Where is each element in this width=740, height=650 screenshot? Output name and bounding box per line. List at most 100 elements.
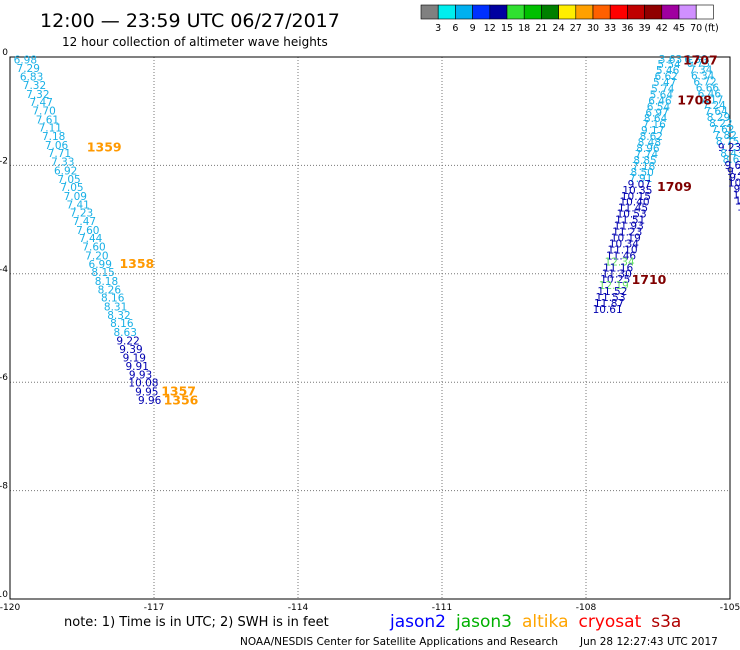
legend-swatch [523, 4, 542, 20]
wave-height-value: 10.25 [600, 274, 630, 286]
y-tick-label: -8 [0, 482, 8, 492]
wave-height-value: 7.47 [73, 216, 96, 228]
pass-time-label: 1357 [161, 383, 196, 398]
wave-height-value: 8.18 [95, 276, 118, 288]
credit-line: NOAA/NESDIS Center for Satellite Applica… [240, 636, 558, 648]
wave-height-value: 9.91 [126, 361, 149, 373]
wave-height-value: 12.34 [605, 256, 635, 268]
legend-swatch [420, 4, 439, 20]
wave-height-value: 9.36 [729, 172, 740, 184]
wave-height-value: 7.91 [629, 173, 652, 185]
color-scale-legend: 3 6 9 12 15 18 21 24 27 30 33 36 39 42 45 70 (ft) [420, 4, 719, 34]
legend-swatch [592, 4, 611, 20]
wave-height-value: 11.16 [603, 262, 633, 274]
legend-tick-label: 18 [518, 23, 530, 34]
wave-height-value: 8.96 [636, 143, 660, 155]
wave-height-value: 7.09 [64, 191, 87, 203]
wave-height-value: 9.95 [135, 386, 158, 398]
wave-height-value: 10.53 [617, 209, 647, 221]
map-subtitle: 12 hour collection of altimeter wave hei… [62, 35, 328, 49]
wave-height-value: 6.62 [654, 71, 677, 83]
wave-height-value: 7.33 [51, 157, 74, 169]
legend-swatch [661, 4, 680, 20]
wave-height-value: 5.64 [650, 89, 674, 101]
wave-height-value: 6.92 [54, 165, 77, 177]
wave-height-value: 10.34 [609, 238, 639, 250]
wave-height-value: 6.99 [89, 259, 112, 271]
y-tick-label: -4 [0, 265, 8, 275]
wave-height-value: 7.29 [17, 63, 40, 75]
legend-tick-label: 9 [470, 23, 476, 34]
wave-height-value: 7.82 [714, 130, 737, 142]
legend-tick-label: 21 [535, 23, 547, 34]
wave-height-value: 10.19 [611, 232, 641, 244]
wave-height-value: 11.23 [612, 227, 642, 239]
wave-height-value: 7.23 [70, 208, 93, 220]
wave-height-value: 6.46 [698, 88, 722, 100]
wave-height-value: 7.17 [700, 94, 723, 106]
legend-unit: (ft) [704, 23, 718, 34]
wave-height-value: 8.26 [98, 285, 122, 297]
wave-height-value: 8.62 [640, 131, 663, 143]
wave-height-value: 8.16 [101, 293, 125, 305]
wave-height-value: 7.60 [76, 225, 99, 237]
wave-height-value: 10.08 [128, 378, 158, 390]
wave-height-value: 7.62 [711, 124, 734, 136]
wave-height-value: 8.64 [644, 113, 668, 125]
satellite-legend-cryosat: cryosat [579, 612, 642, 632]
x-tick-label: -117 [144, 603, 164, 613]
wave-height-value: 10.35 [622, 185, 652, 197]
wave-height-value: 11.46 [606, 250, 636, 262]
legend-tick-label: 70 [690, 23, 702, 34]
satellite-legend-s3a: s3a [651, 612, 681, 632]
pass-time-label: 1708 [677, 92, 712, 107]
wave-height-value: 7.20 [85, 250, 108, 262]
legend-tick-label: 24 [553, 23, 565, 34]
wave-height-value: 7.32 [26, 89, 49, 101]
wave-height-value: 7.18 [42, 131, 65, 143]
wave-height-value: 8.43 [720, 148, 740, 160]
x-tick-label: -114 [288, 603, 309, 613]
wave-height-value: 5.47 [653, 77, 676, 89]
wave-height-value: 7.70 [32, 106, 55, 118]
wave-height-value: 8.48 [638, 137, 661, 149]
map-title: 12:00 — 23:59 UTC 06/27/2017 [40, 10, 340, 32]
pass-time-labels: 13591358135713561707170817091710141421 [87, 53, 718, 408]
legend-swatch [558, 4, 577, 20]
wave-height-value: 9.23 [718, 142, 740, 154]
wave-height-value: 6.83 [20, 72, 43, 84]
wave-height-value: 11.93 [614, 221, 644, 233]
wave-height-value: 7.06 [45, 140, 69, 152]
wave-height-value: 7.05 [60, 182, 83, 194]
legend-swatch [489, 4, 508, 20]
wave-height-value: 6.98 [14, 55, 37, 67]
wave-height-value: 8.50 [630, 167, 653, 179]
wave-height-value: 7.60 [82, 242, 105, 254]
wave-height-value: 7.61 [36, 114, 59, 126]
wave-height-value: 5.46 [656, 65, 680, 77]
wave-height-values: 6.987.296.837.327.327.477.707.617.117.18… [14, 54, 740, 407]
wave-height-value: 6.54 [647, 101, 671, 113]
legend-tick-label: 42 [656, 23, 668, 34]
wave-height-value: 5.54 [657, 59, 681, 71]
pass-time-label: 1707 [683, 53, 718, 68]
wave-height-value: 8.69 [723, 154, 740, 166]
legend-swatch [678, 4, 697, 20]
wave-height-value: 9.96 [138, 395, 162, 407]
wave-height-value: 8.31 [104, 301, 127, 313]
legend-tick-label: 45 [673, 23, 685, 34]
wave-height-value: 11.87 [594, 298, 624, 310]
legend-swatch [541, 4, 559, 20]
pass-time-label: 1359 [87, 139, 122, 154]
legend-swatch [472, 4, 491, 20]
wave-height-value: 8.16 [110, 318, 134, 330]
wave-height-value: 6.30 [684, 54, 707, 66]
wave-height-value: 10.00 [735, 196, 740, 208]
wave-height-value: 7.32 [23, 80, 46, 92]
legend-swatch [455, 4, 473, 20]
wave-height-value: 7.74 [635, 149, 659, 161]
wave-height-value: 8.75 [716, 136, 739, 148]
satellite-legend-jason2: jason2 [389, 612, 446, 632]
wave-height-value: 10.61 [593, 304, 623, 316]
wave-height-value: 10.03 [733, 190, 740, 202]
